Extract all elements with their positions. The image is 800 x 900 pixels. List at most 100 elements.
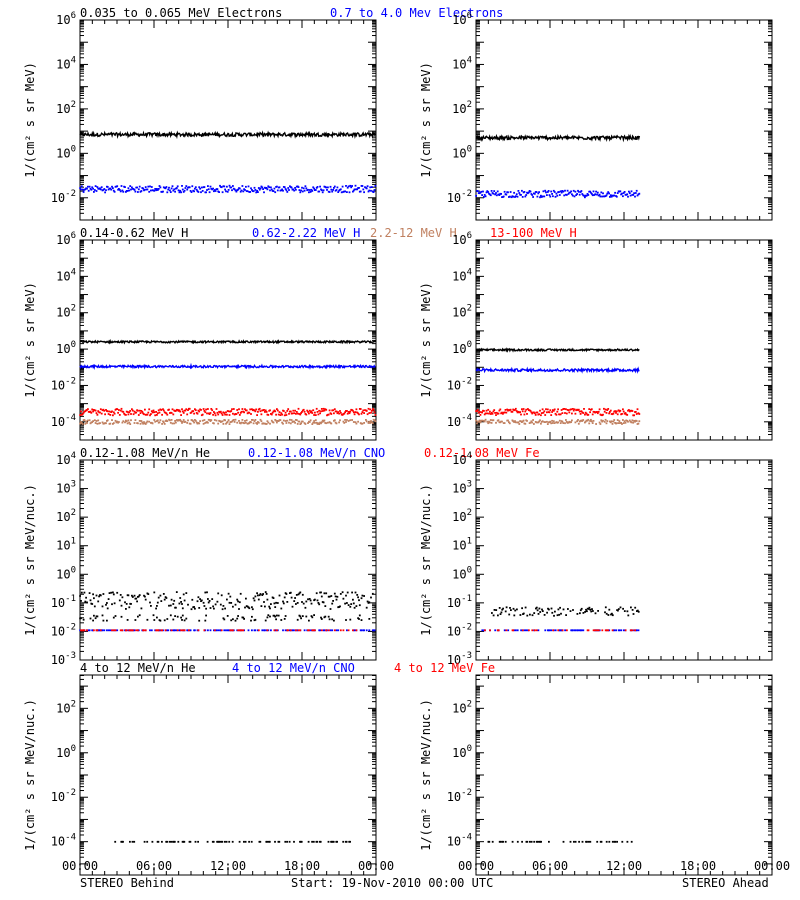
series-2-point (527, 191, 530, 194)
series-2-point (634, 195, 636, 198)
series-1-point (221, 840, 224, 843)
series-1-point (516, 608, 518, 611)
series-2-point (601, 195, 603, 198)
series-1-point (93, 597, 95, 600)
series-3-point (163, 423, 166, 425)
series-1-point (110, 591, 113, 594)
series-4-point (512, 408, 515, 411)
series-3-point (105, 422, 107, 425)
panels: 0.035 to 0.065 MeV Electrons 0.7 to 4.0 M… (23, 6, 773, 876)
series-1-point (229, 595, 232, 598)
series-3-point (361, 422, 364, 425)
y-tick-label: 104 (56, 55, 76, 71)
series-4-point (628, 409, 630, 411)
series-1-point (330, 595, 333, 597)
series-1-point (296, 618, 299, 621)
series-1-point (224, 607, 226, 610)
series-2-point (105, 189, 107, 192)
series-2-point (186, 188, 189, 191)
series-3-point (257, 421, 260, 424)
series-2-point (373, 629, 376, 632)
series-2-point (505, 193, 508, 196)
series-4-point (257, 410, 259, 413)
series-3-point (598, 421, 601, 424)
series-2-point (270, 629, 272, 632)
series-3-point (238, 422, 241, 424)
series-4-point (541, 408, 544, 411)
series-1-point (107, 598, 110, 600)
series-3-point (578, 420, 581, 423)
series-4-point (552, 409, 555, 412)
series-2-point (344, 190, 346, 193)
series-2-point (540, 194, 542, 197)
series-3-point (315, 421, 318, 424)
series-4-point (549, 409, 552, 412)
series-1-point (106, 607, 109, 610)
series-2-point (106, 629, 108, 632)
series-3-point (512, 629, 515, 632)
series-3-point (86, 422, 88, 424)
series-2-point (79, 187, 81, 189)
series-1-point (495, 609, 498, 611)
series-1-point (499, 613, 502, 615)
series-2-point (514, 195, 517, 198)
legend-1-2: 0.7 to 4.0 Mev Electrons (330, 6, 503, 20)
series-4-point (312, 409, 315, 412)
series-2-point (360, 629, 363, 632)
series-1-point (630, 606, 632, 609)
series-2-point (81, 188, 84, 191)
series-2-point (363, 629, 365, 632)
series-3-point (293, 420, 296, 423)
series-2-point (564, 629, 566, 632)
series-3-point (559, 422, 562, 424)
series-4-point (609, 411, 611, 413)
series-3-point (189, 422, 192, 425)
x-tick-label: 18:00 (680, 859, 716, 873)
series-2-point (100, 186, 103, 189)
series-2-point (603, 195, 606, 198)
series-1-point (194, 840, 197, 843)
series-1-point (269, 607, 271, 610)
series-1-point (176, 615, 179, 618)
series-3-point (342, 629, 345, 632)
series-2-point (515, 193, 518, 196)
series-4-point (554, 412, 557, 415)
series-1-point (353, 606, 356, 609)
series-2-point (99, 188, 102, 191)
series-2-point (337, 629, 340, 632)
series-1-point (253, 599, 256, 602)
y-axis-label: 1/(cm² s sr MeV) (419, 282, 433, 398)
series-1-point (194, 607, 196, 610)
series-4-point (577, 408, 580, 411)
series-2-point (232, 185, 234, 187)
series-1-point (266, 616, 269, 619)
series-4-point (243, 411, 245, 414)
series-2-point (303, 629, 306, 632)
series-2-point (510, 196, 513, 199)
series-4-point (196, 412, 199, 415)
series-1-point (276, 614, 278, 617)
series-1-point (589, 608, 592, 611)
series-4-point (103, 409, 106, 412)
series-3-point (141, 421, 144, 424)
series-3-point (128, 421, 131, 424)
series-3-point (544, 421, 547, 423)
series-1-point (608, 840, 611, 843)
series-1-point (95, 594, 98, 597)
series-2-point (521, 189, 523, 192)
series-4-point (204, 411, 207, 414)
series-4-point (565, 412, 568, 415)
series-1-point (190, 608, 193, 611)
series-2-point (207, 629, 209, 632)
series-4-point (536, 411, 539, 414)
series-3-point (477, 420, 480, 423)
series-1-point (548, 608, 550, 611)
series-2-point (92, 187, 94, 190)
series-1-point (263, 601, 265, 603)
series-1-point (112, 616, 115, 619)
series-1-point (282, 600, 284, 603)
series-1-point (533, 840, 536, 843)
series-3-point (121, 629, 124, 632)
